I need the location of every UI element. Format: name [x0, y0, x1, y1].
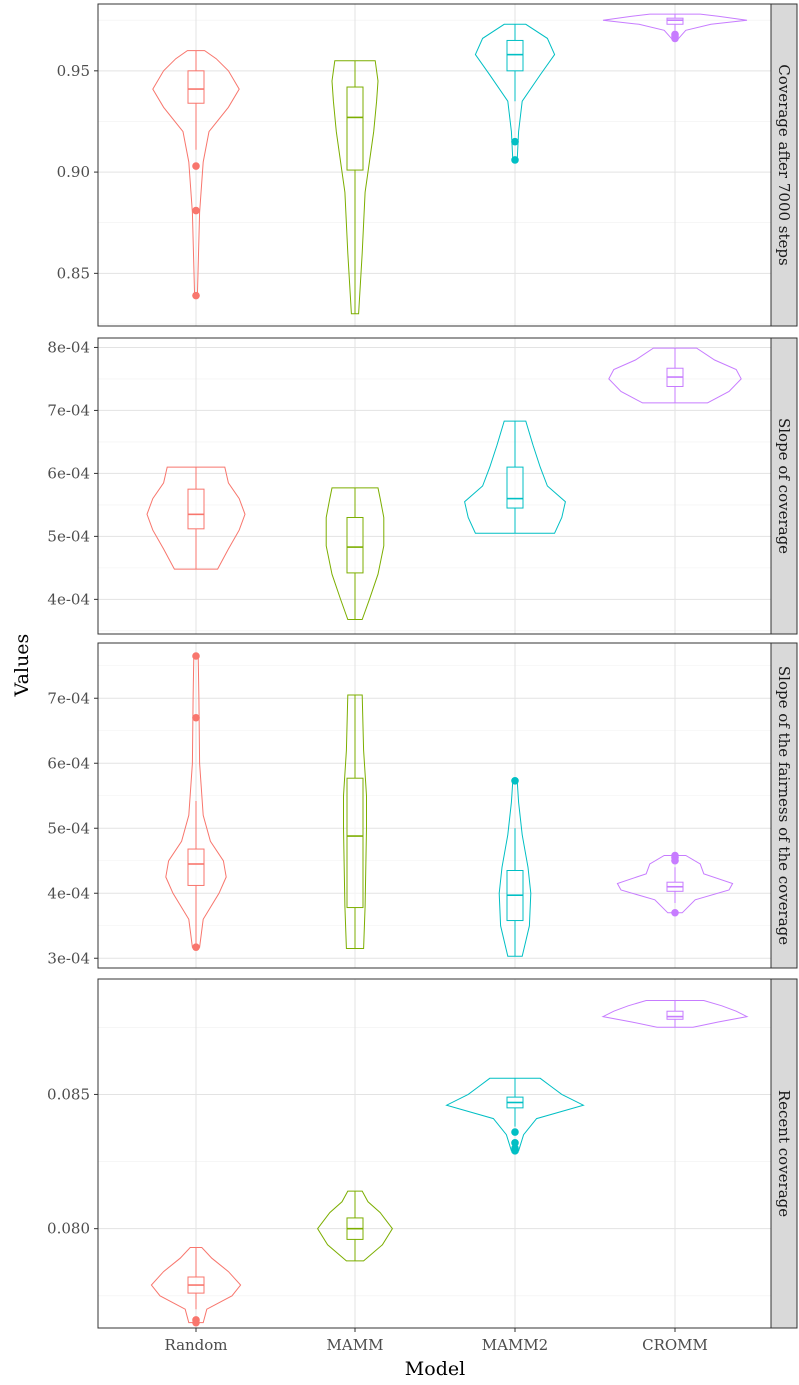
- box: [506, 466, 524, 509]
- panel-background: [98, 338, 771, 634]
- facet-panel: 4e-04 5e-04 6e-04 7e-04 8e-04 Slope of covera…: [47, 337, 798, 635]
- y-tick-label: 0.085: [47, 1085, 90, 1103]
- x-tick-label: Random: [164, 1336, 227, 1354]
- outlier-point: [511, 1138, 519, 1147]
- outlier-point: [511, 1147, 519, 1155]
- violin: [608, 347, 742, 404]
- series-mamm2: [445, 1077, 585, 1155]
- violin: [601, 1000, 749, 1028]
- facet-strip: [770, 978, 798, 1329]
- y-tick-label: 0.85: [57, 264, 90, 282]
- panel-background: [98, 4, 771, 326]
- y-tick-label: 5e-04: [47, 819, 90, 837]
- outlier-point: [511, 777, 519, 785]
- violin: [464, 420, 566, 534]
- x-tick-label: CROMM: [642, 1336, 708, 1354]
- box: [187, 70, 205, 104]
- series-mamm: [325, 487, 385, 620]
- outlier-point: [192, 713, 200, 722]
- facet-strip: [770, 642, 798, 969]
- violin: [474, 23, 556, 161]
- outlier-point: [192, 943, 200, 951]
- outlier-point: [671, 34, 679, 43]
- series-mamm2: [464, 420, 566, 534]
- box: [187, 848, 205, 886]
- y-tick-label: 6e-04: [47, 464, 90, 482]
- outlier-point: [192, 291, 200, 300]
- x-axis-title: Model: [405, 1358, 465, 1380]
- outlier-point: [192, 1318, 200, 1327]
- series-cromm: [602, 13, 748, 43]
- box: [187, 488, 205, 530]
- y-tick-label: 3e-04: [47, 949, 90, 967]
- violin: [331, 60, 379, 315]
- x-tick-label: MAMM2: [482, 1336, 548, 1354]
- series-cromm: [616, 851, 734, 917]
- box: [506, 39, 524, 72]
- outlier-point: [511, 1128, 519, 1136]
- facet-panel: 0.85 0.90 0.95 Coverage after 7000 steps: [57, 3, 798, 327]
- series-random: [150, 1247, 242, 1327]
- series-random: [165, 652, 227, 951]
- y-axis-title: Values: [11, 634, 33, 698]
- violin: [445, 1077, 585, 1152]
- y-tick-label: 0.95: [57, 62, 90, 80]
- violin: [316, 1190, 394, 1262]
- facet-panel: 0.080 0.085 Recent coverage: [47, 978, 798, 1329]
- outlier-point: [671, 851, 679, 860]
- facet-strip: [770, 3, 798, 327]
- y-tick-label: 4e-04: [47, 590, 90, 608]
- facet-panels: 0.85 0.90 0.95 Coverage after 7000 steps 4e-…: [47, 3, 798, 1354]
- violin: [325, 487, 385, 620]
- panel-background: [98, 979, 771, 1328]
- y-tick-label: 4e-04: [47, 884, 90, 902]
- y-tick-label: 6e-04: [47, 754, 90, 772]
- violin: [146, 466, 246, 570]
- facet-strip-label: Slope of coverage: [775, 418, 793, 554]
- y-tick-label: 7e-04: [47, 401, 90, 419]
- series-mamm2: [498, 777, 532, 957]
- facet-strip-label: Slope of the fairness of the coverage: [775, 666, 793, 945]
- outlier-point: [192, 162, 200, 170]
- series-random: [152, 50, 240, 300]
- outlier-point: [511, 137, 519, 146]
- violin: [152, 50, 240, 297]
- box: [346, 86, 364, 171]
- y-tick-label: 7e-04: [47, 689, 90, 707]
- box: [666, 17, 684, 25]
- facet-strip-label: Recent coverage: [775, 1090, 793, 1217]
- box: [666, 1010, 684, 1020]
- outlier-point: [192, 206, 200, 215]
- y-tick-label: 0.90: [57, 163, 90, 181]
- violin: [150, 1247, 242, 1324]
- y-tick-label: 0.080: [47, 1220, 90, 1238]
- series-mamm: [331, 60, 379, 315]
- series-cromm: [601, 1000, 749, 1028]
- outlier-point: [671, 908, 679, 917]
- series-mamm: [316, 1190, 394, 1262]
- series-cromm: [608, 347, 742, 404]
- y-tick-label: 8e-04: [47, 338, 90, 356]
- panel-background: [98, 643, 771, 968]
- violin: [616, 855, 734, 914]
- violin: [602, 13, 748, 39]
- series-mamm2: [474, 23, 556, 164]
- outlier-point: [511, 156, 519, 164]
- x-tick-label: MAMM: [327, 1336, 384, 1354]
- facet-strip: [770, 337, 798, 635]
- facet-strip-label: Coverage after 7000 steps: [775, 64, 793, 265]
- box: [346, 516, 364, 574]
- series-mamm: [343, 694, 367, 949]
- y-tick-label: 5e-04: [47, 527, 90, 545]
- facet-panel: 3e-04 4e-04 5e-04 6e-04 7e-04 Slope of the fa…: [47, 642, 798, 969]
- series-random: [146, 466, 246, 570]
- outlier-point: [192, 652, 200, 660]
- box: [346, 777, 364, 909]
- violin: [343, 694, 367, 949]
